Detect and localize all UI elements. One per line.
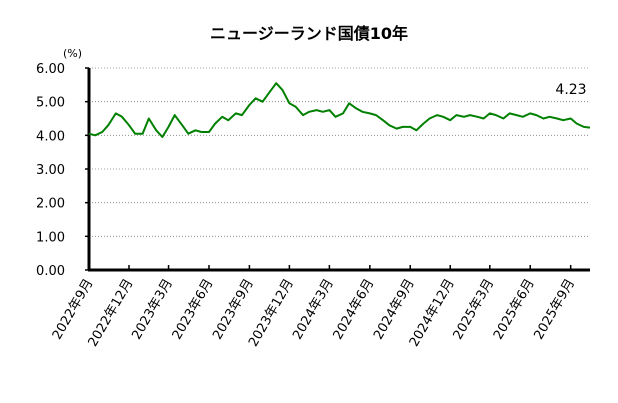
chart-title: ニュージーランド国債10年 [210, 24, 408, 43]
series-line [88, 82, 591, 138]
x-tick-label: 2025年3月 [451, 277, 498, 343]
y-tick-label: 2.00 [36, 197, 65, 212]
y-tick-label: 6.00 [36, 62, 65, 77]
y-tick-label: 1.00 [36, 230, 65, 245]
x-tick-label: 2024年3月 [290, 277, 337, 343]
y-tick-label: 3.00 [36, 163, 65, 178]
x-tick-label: 2023年3月 [129, 277, 176, 343]
x-tick-label: 2023年6月 [170, 277, 217, 343]
x-tick-label: 2025年9月 [531, 277, 578, 343]
y-axis-unit-label: (%) [63, 47, 82, 60]
x-tick-label: 2024年9月 [371, 277, 418, 343]
y-tick-label: 4.00 [36, 129, 65, 144]
last-value-label: 4.23 [555, 82, 586, 98]
x-tick-label: 2024年6月 [331, 277, 378, 343]
y-tick-label: 5.00 [36, 96, 65, 111]
x-tick-label: 2023年9月 [210, 277, 257, 343]
x-tick-label: 2022年9月 [50, 277, 97, 343]
x-tick-label: 2025年6月 [491, 277, 538, 343]
y-tick-label: 0.00 [36, 264, 65, 279]
